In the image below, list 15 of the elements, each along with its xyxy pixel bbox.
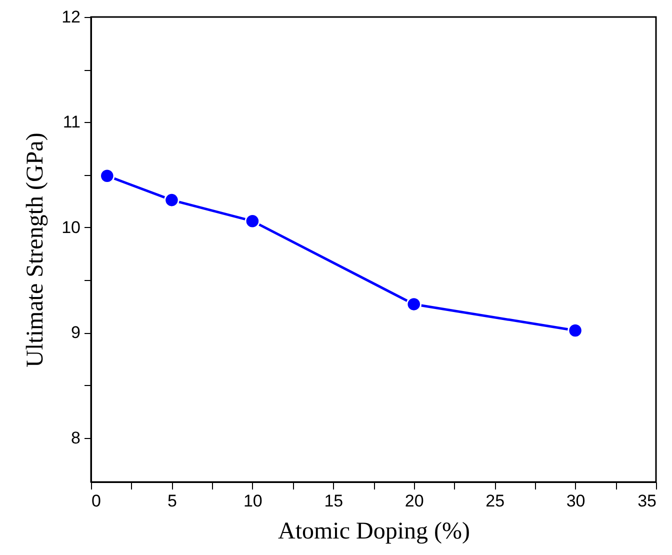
y-tick-label: 10 <box>62 218 80 237</box>
y-tick-label: 8 <box>71 428 80 448</box>
x-tick-label: 35 <box>638 492 656 510</box>
y-axis-title: Ultimate Strength (GPa) <box>22 132 49 368</box>
x-tick-label: 0 <box>92 492 101 510</box>
y-tick-label: 9 <box>71 323 80 342</box>
x-tick-label: 30 <box>566 492 586 510</box>
x-tick-label: 15 <box>324 492 344 510</box>
x-tick-label: 20 <box>404 492 424 510</box>
x-tick-label: 5 <box>167 492 177 510</box>
y-tick-label: 12 <box>62 8 80 26</box>
x-tick-label: 25 <box>486 492 505 510</box>
x-axis-title: Atomic Doping (%) <box>278 518 470 544</box>
x-tick-label: 10 <box>243 492 262 510</box>
y-tick-label: 11 <box>62 112 80 132</box>
